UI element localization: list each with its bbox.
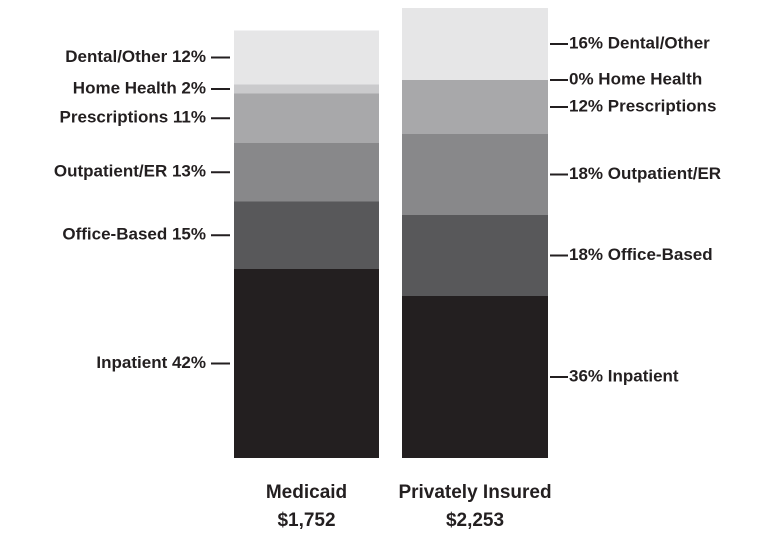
category-label: Medicaid [266,482,347,503]
segment-label: 12% Prescriptions [569,96,716,115]
category-total: $1,752 [277,510,335,531]
bar-segment [234,269,379,458]
segment-label: Dental/Other 12% [65,47,206,66]
category-total: $2,253 [446,510,504,531]
segment-label: Home Health 2% [73,78,206,97]
category-label: Privately Insured [398,482,551,503]
segment-label: 0% Home Health [569,69,702,88]
segment-label: Outpatient/ER 13% [54,162,206,181]
bar-segment [402,80,548,134]
bar-segment [234,84,379,94]
bar-segment [234,143,379,202]
bar-segment [402,215,548,296]
segment-label: 16% Dental/Other [569,33,710,52]
bar-segment [402,296,548,458]
segment-label: 18% Office-Based [569,245,713,264]
segment-label: Office-Based 15% [62,225,206,244]
segment-label: 18% Outpatient/ER [569,164,721,183]
segment-label: 36% Inpatient [569,366,679,385]
segment-label: Prescriptions 11% [60,108,206,127]
bar-segment [234,201,379,269]
segment-label: Inpatient 42% [96,353,206,372]
bar-segment [402,134,548,215]
bar-segment [402,8,548,80]
bar-segment [234,30,379,85]
bar-segment [234,93,379,143]
